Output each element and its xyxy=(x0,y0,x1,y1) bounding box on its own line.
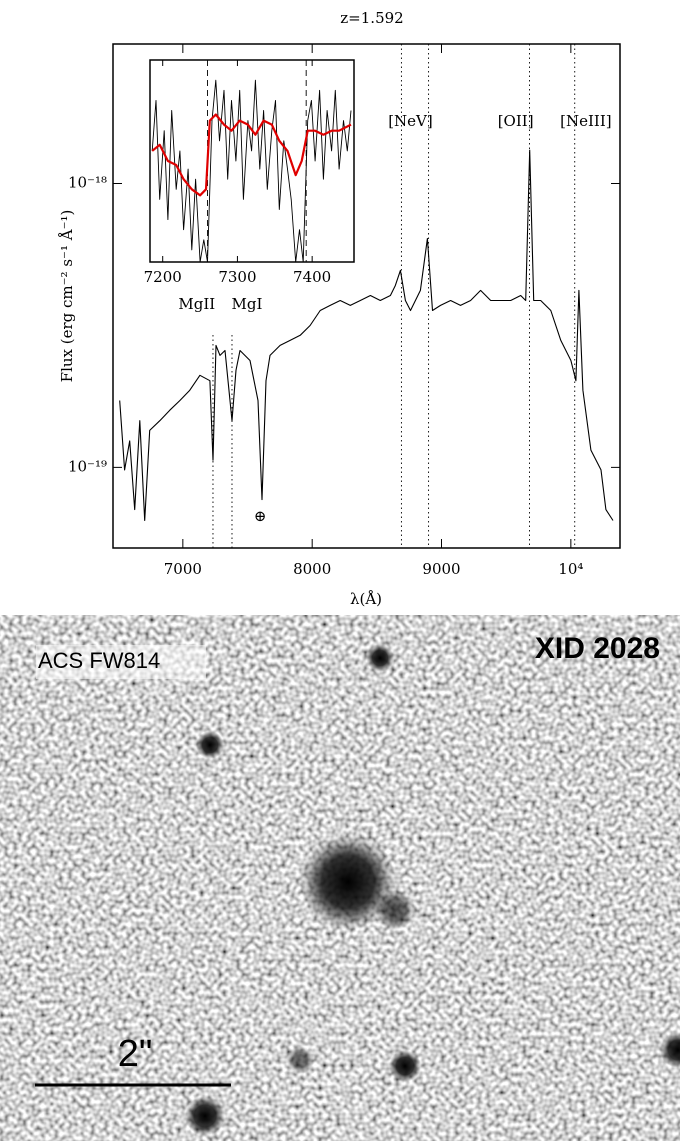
source xyxy=(185,1096,225,1136)
image-panel: ACS FW814 XID 2028 2" xyxy=(0,615,680,1141)
line-label: ⊕ xyxy=(254,507,267,525)
source xyxy=(286,1046,314,1074)
line-label: [OII] xyxy=(498,112,534,130)
spectrum: 7000 8000 9000 10⁴ 10⁻¹⁹ 10⁻¹⁸ z=1.592 λ(Å) Flux… xyxy=(58,9,621,608)
x-tick-label: 8000 xyxy=(293,560,331,578)
x-tick-label: 7200 xyxy=(144,268,182,286)
y-axis-label: Flux (erg cm⁻² s⁻¹ Å⁻¹) xyxy=(58,210,76,383)
chart-title: z=1.592 xyxy=(340,9,403,27)
spectrum-line xyxy=(151,113,352,197)
x-tick-label: 7000 xyxy=(164,560,202,578)
x-tick-label: 10⁴ xyxy=(558,560,583,578)
scale-label: 2" xyxy=(118,1033,153,1075)
x-axis-label: λ(Å) xyxy=(350,590,382,608)
x-tick-label: 7400 xyxy=(293,268,331,286)
source xyxy=(389,1050,421,1082)
line-label: [NeV] xyxy=(388,112,433,130)
spectrum-line xyxy=(119,149,614,522)
source xyxy=(196,731,224,759)
x-tick-label: 7300 xyxy=(218,268,256,286)
band-label: ACS FW814 xyxy=(38,648,160,673)
x-tick-label: 9000 xyxy=(422,560,460,578)
line-label: MgI xyxy=(232,295,263,313)
source xyxy=(366,644,394,672)
source xyxy=(375,890,415,930)
source xyxy=(300,834,396,930)
spectrum-line xyxy=(151,79,352,263)
line-label: [NeIII] xyxy=(560,112,611,130)
y-tick-label: 10⁻¹⁹ xyxy=(68,457,107,475)
line-label: MgII xyxy=(178,295,215,313)
label-bg xyxy=(36,645,206,679)
source-label: XID 2028 xyxy=(535,632,660,665)
y-tick-label: 10⁻¹⁸ xyxy=(68,173,107,191)
source xyxy=(660,1032,680,1068)
